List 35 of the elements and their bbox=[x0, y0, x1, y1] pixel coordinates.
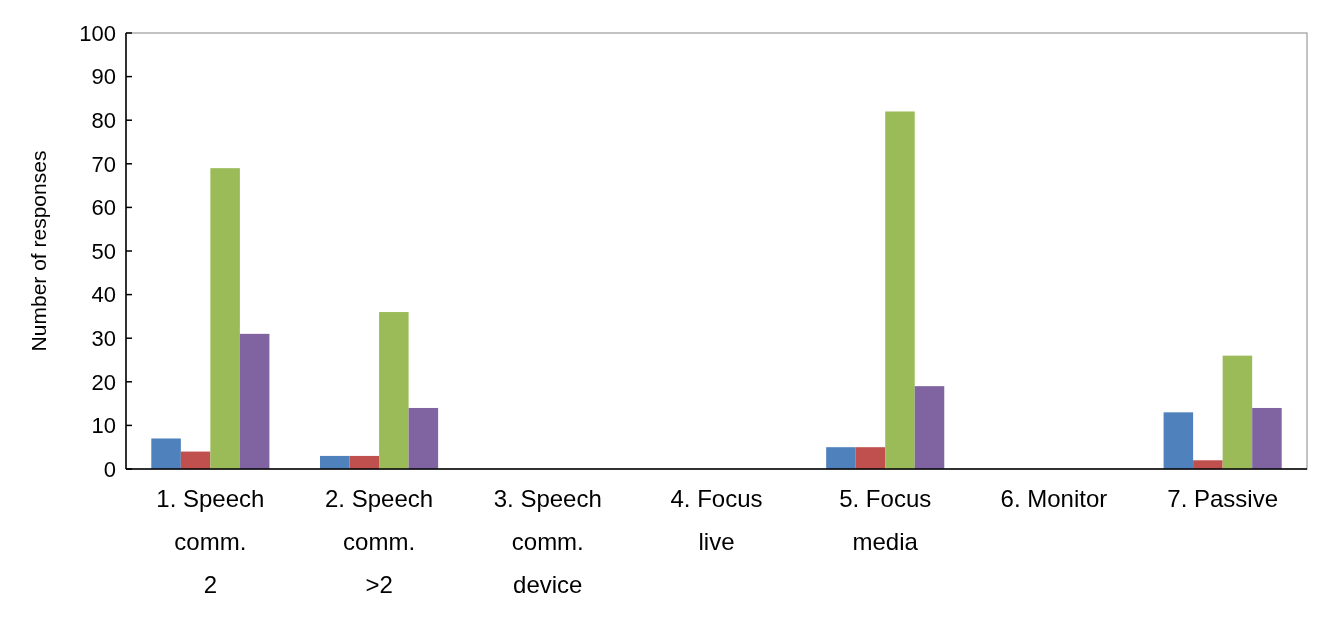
bar bbox=[914, 386, 945, 469]
bar bbox=[826, 447, 856, 469]
bar bbox=[379, 312, 409, 469]
y-tick-label: 50 bbox=[91, 238, 116, 264]
y-tick-label: 80 bbox=[91, 107, 116, 133]
bar bbox=[349, 455, 380, 469]
x-tick-label: 3. Speech comm. device bbox=[493, 485, 602, 598]
bar bbox=[1163, 412, 1194, 469]
x-tick-label: 6. Monitor bbox=[1000, 485, 1108, 512]
y-tick-label: 20 bbox=[91, 369, 116, 395]
bar bbox=[855, 447, 886, 469]
bar bbox=[885, 111, 915, 469]
bar bbox=[408, 407, 439, 469]
y-axis-title: Number of responses bbox=[27, 150, 50, 352]
bar bbox=[1222, 355, 1253, 469]
y-tick-label: 70 bbox=[91, 151, 116, 177]
bar bbox=[320, 455, 350, 469]
y-tick-label: 60 bbox=[91, 195, 116, 221]
x-tick-label: 1. Speech comm. 2 bbox=[156, 485, 265, 598]
y-tick-label: 90 bbox=[91, 64, 116, 90]
y-tick-label: 100 bbox=[79, 20, 116, 46]
y-tick-label: 30 bbox=[91, 325, 116, 351]
x-tick-label: 5. Focus media bbox=[839, 485, 932, 555]
x-tick-label: 7. Passive bbox=[1167, 485, 1278, 512]
bar bbox=[239, 333, 270, 469]
y-tick-label: 10 bbox=[91, 413, 116, 439]
bar bbox=[1252, 407, 1282, 469]
y-tick-label: 0 bbox=[103, 456, 116, 482]
x-tick-label: 4. Focus live bbox=[670, 485, 763, 555]
x-tick-label: 2. Speech comm. >2 bbox=[325, 485, 434, 598]
bar bbox=[1193, 460, 1223, 469]
y-tick-label: 40 bbox=[91, 282, 116, 308]
bar bbox=[180, 451, 211, 469]
bar bbox=[151, 438, 181, 469]
bar bbox=[210, 168, 240, 469]
